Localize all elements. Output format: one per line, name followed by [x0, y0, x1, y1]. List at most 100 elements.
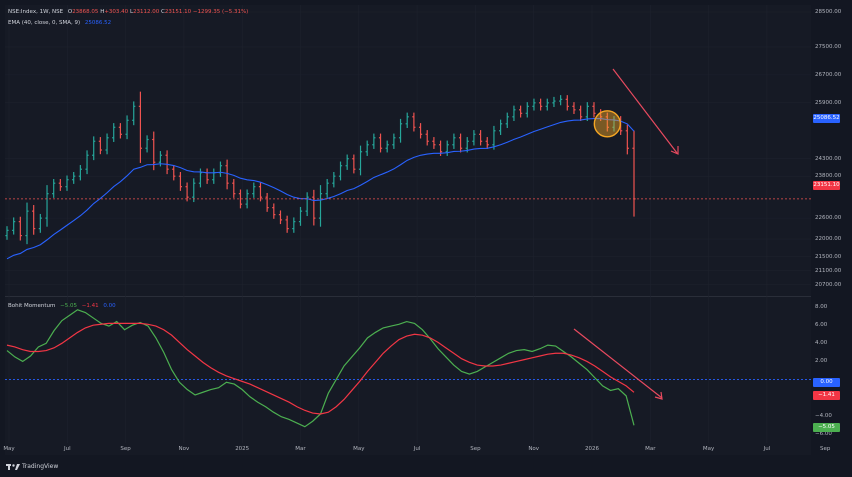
- candle: [285, 215, 289, 233]
- candle: [232, 179, 236, 198]
- candle: [485, 137, 489, 149]
- legend-open-label: O: [67, 9, 73, 15]
- time-tick-label: Sep: [120, 446, 131, 452]
- legend-high-label: H: [100, 9, 105, 15]
- candle: [52, 179, 56, 198]
- time-tick-label: Mar: [645, 446, 656, 452]
- momentum-fast-line: [6, 309, 635, 428]
- candle: [385, 140, 389, 153]
- candle: [358, 145, 363, 176]
- momentum-tick-label: 8.00: [815, 304, 828, 311]
- candle: [278, 210, 283, 225]
- price-tick-label: 28500.00: [815, 8, 842, 15]
- legend-high: +303.40: [104, 9, 129, 15]
- candle: [265, 192, 269, 212]
- candle: [398, 118, 403, 143]
- candle: [498, 119, 503, 135]
- candle: [365, 140, 369, 156]
- candle: [25, 202, 29, 245]
- candle: [12, 217, 16, 235]
- candle: [445, 140, 449, 156]
- candle: [525, 102, 529, 118]
- time-axis[interactable]: May Jul Sep Nov 2025 Mar May Jul Sep Nov 2026 Mar Ma…: [3, 443, 830, 457]
- candle: [152, 131, 156, 171]
- candle: [178, 172, 183, 191]
- ma-legend-label[interactable]: EMA (40, close, 0, SMA, 9): [8, 20, 81, 26]
- candle: [305, 192, 309, 217]
- candle: [552, 96, 556, 108]
- candle: [245, 189, 249, 209]
- candle: [579, 105, 583, 121]
- candle: [605, 112, 609, 132]
- osc-zero-badge: 0.00: [813, 378, 840, 387]
- candle: [198, 168, 203, 188]
- legend-symbol[interactable]: NSE:Index, 1W, NSE: [8, 9, 64, 15]
- candle: [145, 135, 149, 153]
- candle: [478, 130, 483, 146]
- candle: [105, 133, 109, 155]
- tradingview-logo-icon: [6, 463, 20, 470]
- momentum-downtrend-arrowhead: [654, 391, 663, 400]
- osc-legend-v3: 0.00: [103, 303, 116, 309]
- candle: [292, 217, 296, 233]
- footer-brand: TradingView: [22, 463, 59, 470]
- candle: [418, 123, 423, 139]
- candle: [78, 165, 82, 181]
- candle: [345, 154, 349, 170]
- downtrend-arrow: [612, 68, 678, 154]
- price-tick-label: 20700.00: [815, 281, 842, 288]
- ma-legend-value: 25086.52: [84, 20, 112, 26]
- price-tick-label: 26700.00: [815, 71, 842, 78]
- ma-price-badge: 25086.52: [813, 114, 840, 123]
- candle: [392, 133, 396, 149]
- candle: [585, 102, 589, 121]
- candle: [32, 205, 36, 235]
- price-axis[interactable]: 28500.00 27500.00 26700.00 25900.00 24300.00…: [811, 5, 852, 295]
- momentum-slow-line: [6, 322, 635, 415]
- price-tick-label: 21100.00: [815, 267, 842, 274]
- legend-open: 23868.05: [72, 9, 99, 15]
- price-tick-label: 27500.00: [815, 43, 842, 50]
- candle: [512, 105, 516, 121]
- candle: [45, 185, 49, 227]
- candle: [545, 98, 549, 111]
- candle: [225, 159, 229, 190]
- legend-low-label: L: [129, 9, 134, 15]
- candle: [85, 150, 89, 175]
- candle: [112, 123, 116, 142]
- chart-canvas[interactable]: NSE:Index, 1W, NSE O23868.05 H+303.40 L2…: [5, 5, 811, 455]
- candle: [185, 182, 189, 202]
- legend-low: 23112.00: [133, 9, 160, 15]
- osc-red-badge: −1.41: [813, 391, 840, 400]
- candle: [352, 154, 356, 174]
- candle: [125, 115, 129, 140]
- candle: [92, 136, 96, 161]
- candle: [519, 105, 523, 118]
- time-tick-label: Nov: [528, 446, 540, 452]
- osc-green-badge: −5.05: [813, 423, 840, 432]
- time-tick-label: Jul: [413, 446, 421, 452]
- time-tick-label: Sep: [820, 446, 831, 452]
- last-price-badge: 23151.10: [813, 181, 840, 190]
- downtrend-arrowhead: [670, 146, 679, 155]
- candle: [238, 189, 243, 209]
- momentum-tick-label: −6.00: [815, 430, 832, 437]
- price-tick-label: 22000.00: [815, 236, 842, 243]
- candle: [492, 125, 496, 150]
- candle: [505, 112, 509, 128]
- candle: [58, 179, 62, 191]
- time-tick-label: May: [3, 446, 15, 452]
- momentum-tick-label: −4.00: [815, 412, 832, 419]
- moving-average-line: [6, 118, 635, 260]
- candle: [298, 206, 303, 226]
- footer: TradingView: [6, 463, 58, 473]
- legend-close: 23151.10: [164, 9, 192, 15]
- candle: [338, 161, 343, 181]
- chart-svg[interactable]: [5, 5, 811, 455]
- candle: [318, 185, 323, 227]
- momentum-tick-label: 4.00: [815, 340, 828, 347]
- candle: [332, 172, 336, 188]
- osc-legend-label[interactable]: Bohit Momentum: [8, 303, 56, 309]
- candle: [132, 101, 136, 126]
